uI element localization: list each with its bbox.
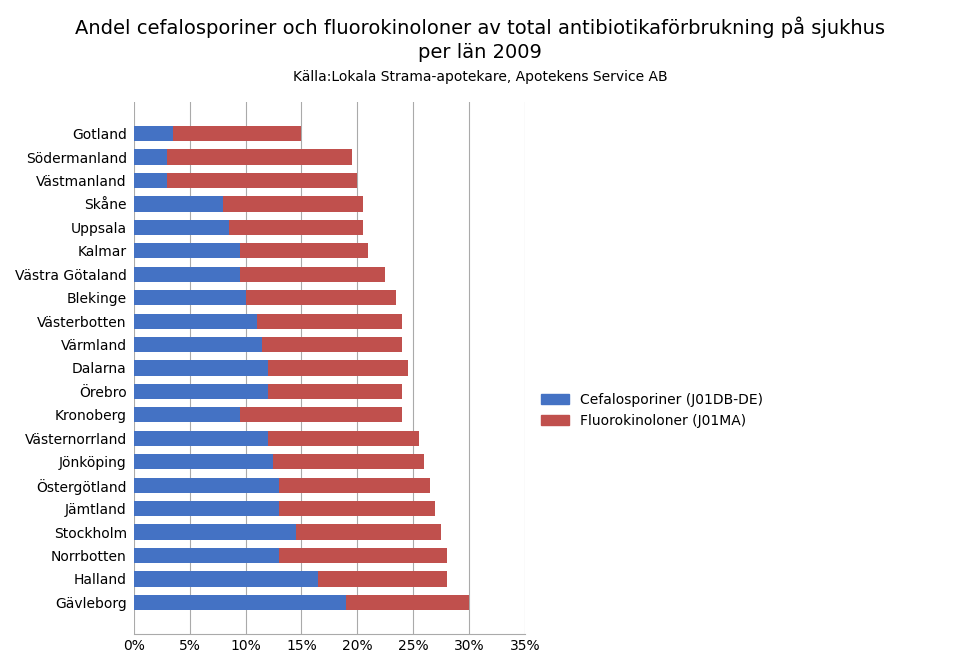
Bar (133, 548, 279, 563)
Bar (228, 220, 363, 235)
Bar (268, 384, 402, 399)
Bar (133, 126, 173, 141)
Bar (296, 524, 441, 540)
Bar (173, 126, 301, 141)
Bar (133, 173, 167, 188)
Bar (268, 360, 407, 375)
Bar (246, 290, 396, 305)
Bar (133, 501, 279, 516)
Bar (279, 478, 430, 493)
Bar (133, 196, 223, 212)
Text: Andel cefalosporiner och fluorokinoloner av total antibiotikaförbrukning på sjuk: Andel cefalosporiner och fluorokinoloner… (75, 17, 885, 38)
Bar (279, 548, 446, 563)
Bar (262, 337, 402, 352)
Bar (133, 243, 240, 259)
Bar (167, 150, 351, 165)
Bar (133, 337, 262, 352)
Bar (167, 173, 357, 188)
Bar (133, 290, 246, 305)
Bar (133, 595, 346, 610)
Bar (240, 407, 402, 422)
Bar (240, 267, 385, 282)
Bar (133, 384, 268, 399)
Bar (274, 454, 424, 470)
Bar (133, 431, 268, 446)
Bar (133, 360, 268, 375)
Bar (133, 571, 318, 587)
Bar (133, 478, 279, 493)
Bar (346, 595, 468, 610)
Bar (133, 407, 240, 422)
Bar (133, 454, 274, 470)
Bar (256, 313, 402, 329)
Text: Källa:Lokala Strama-apotekare, Apotekens Service AB: Källa:Lokala Strama-apotekare, Apotekens… (293, 70, 667, 84)
Bar (133, 150, 167, 165)
Legend: Cefalosporiner (J01DB-DE), Fluorokinoloner (J01MA): Cefalosporiner (J01DB-DE), Fluorokinolon… (536, 387, 769, 434)
Bar (268, 431, 419, 446)
Text: per län 2009: per län 2009 (418, 43, 542, 62)
Bar (133, 220, 228, 235)
Bar (318, 571, 446, 587)
Bar (133, 313, 256, 329)
Bar (279, 501, 436, 516)
Bar (133, 267, 240, 282)
Bar (223, 196, 363, 212)
Bar (133, 524, 296, 540)
Bar (240, 243, 369, 259)
